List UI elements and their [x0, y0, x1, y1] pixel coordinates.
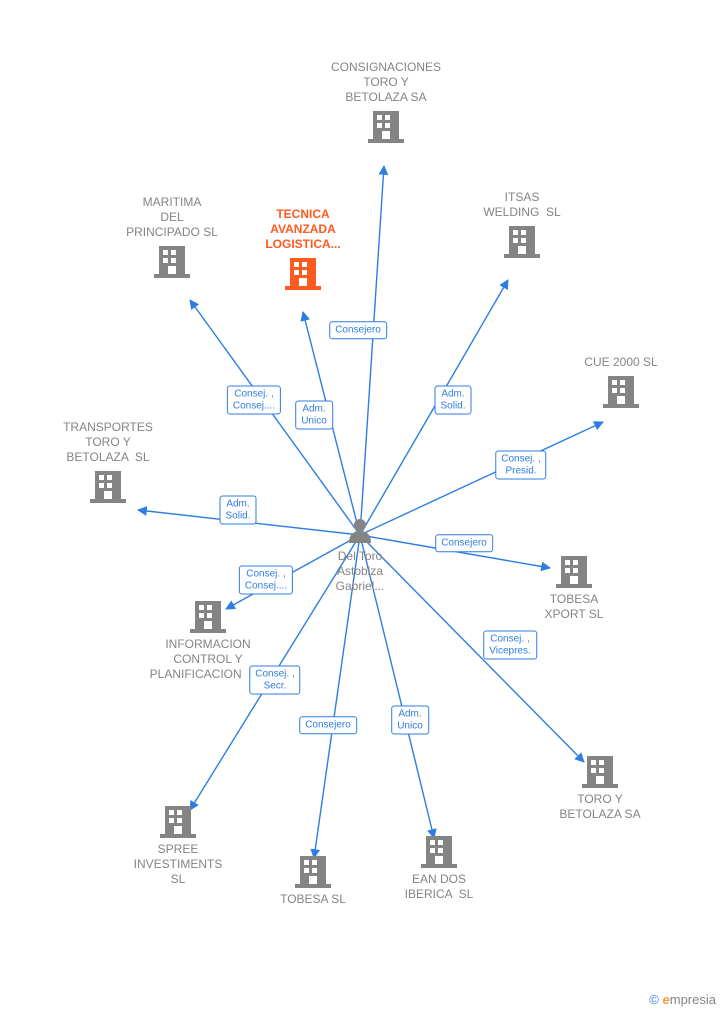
edge-label: Adm. Solid. — [434, 386, 471, 415]
building-icon — [90, 471, 126, 503]
edge-line — [360, 166, 384, 535]
edge-label: Adm. Solid. — [219, 496, 256, 525]
node-label: SPREE INVESTIMENTS SL — [134, 842, 223, 887]
edge-label: Adm. Unico — [391, 706, 429, 735]
footer-credit: © empresia — [649, 992, 716, 1007]
node-label: TRANSPORTES TORO Y BETOLAZA SL — [63, 420, 153, 465]
edge-label: Consejero — [435, 534, 493, 552]
node-label: TOBESA SL — [280, 892, 346, 907]
edge-label: Consej. , Secr. — [249, 666, 300, 695]
node-label: ITSAS WELDING SL — [483, 190, 560, 220]
building-icon — [368, 111, 404, 143]
node-label: TECNICA AVANZADA LOGISTICA... — [265, 207, 340, 252]
edge-line — [360, 422, 603, 535]
edge-label: Consejero — [329, 321, 387, 339]
node-label: MARITIMA DEL PRINCIPADO SL — [126, 195, 218, 240]
edge-label: Consej. , Presid. — [495, 451, 546, 480]
brand-e: e — [663, 992, 670, 1007]
node-label: EAN DOS IBERICA SL — [405, 872, 474, 902]
edge-label: Consejero — [299, 716, 357, 734]
building-icon — [190, 601, 226, 633]
building-icon — [160, 806, 196, 838]
building-icon — [504, 226, 540, 258]
edge-label: Adm. Unico — [295, 401, 333, 430]
network-svg — [0, 0, 728, 1015]
center-label: Del Toro Astobiza Gabriel... — [336, 549, 385, 594]
building-icon — [582, 756, 618, 788]
building-icon — [603, 376, 639, 408]
edge-label: Consej. , Vicepres. — [483, 631, 537, 660]
node-label: TOBESA XPORT SL — [545, 592, 604, 622]
brand-rest: mpresia — [670, 992, 716, 1007]
edge-label: Consej. , Consej.... — [239, 566, 293, 595]
node-label: CUE 2000 SL — [584, 355, 657, 370]
building-icon — [421, 836, 457, 868]
building-icon — [154, 246, 190, 278]
copyright-symbol: © — [649, 992, 659, 1007]
node-label: TORO Y BETOLAZA SA — [559, 792, 640, 822]
edge-label: Consej. , Consej.... — [227, 386, 281, 415]
building-icon — [285, 258, 321, 290]
building-icon — [295, 856, 331, 888]
building-icon — [556, 556, 592, 588]
node-label: CONSIGNACIONES TORO Y BETOLAZA SA — [331, 60, 441, 105]
